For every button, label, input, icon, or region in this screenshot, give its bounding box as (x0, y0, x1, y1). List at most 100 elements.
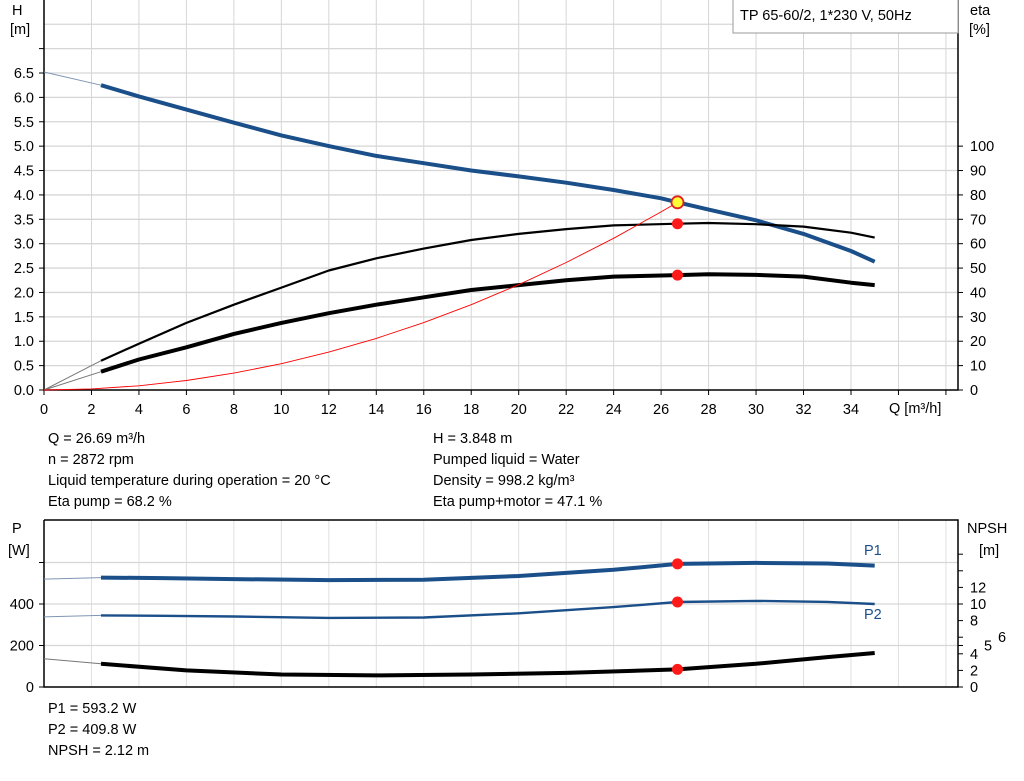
info-npsh: NPSH = 2.12 m (48, 743, 150, 759)
info-eta-pump: Eta pump = 68.2 % (48, 494, 172, 510)
h-tick-label: 4.5 (14, 164, 34, 180)
h-tick-label: 2.0 (14, 285, 34, 301)
x-tick-label: 2 (87, 402, 95, 418)
npsh-tick-label: 10 (970, 597, 986, 613)
eta-tick-label: 100 (970, 139, 994, 155)
npsh-axis-label: NPSH (967, 521, 1007, 537)
info-liquid: Pumped liquid = Water (433, 452, 580, 468)
x-tick-label: 16 (416, 402, 432, 418)
h-tick-label: 1.0 (14, 334, 34, 350)
p2-extrapolation (43, 614, 102, 618)
h-tick-label: 3.5 (14, 212, 34, 228)
h-tick-label: 0.0 (14, 383, 34, 399)
h-axis-label: H (12, 3, 22, 19)
info-q: Q = 26.69 m³/h (48, 431, 146, 447)
p2-duty-point (671, 596, 683, 608)
eta-axis-label: eta (970, 3, 991, 19)
info-density: Density = 998.2 kg/m³ (433, 473, 575, 489)
x-tick-label: 6 (182, 402, 190, 418)
eta-tick-label: 80 (970, 188, 986, 204)
x-tick-label: 32 (795, 402, 811, 418)
eta-pump-curve (100, 221, 875, 362)
q-axis-label: Q [m³/h] (889, 401, 941, 417)
eta-tick-label: 0 (970, 383, 978, 399)
chart-title: TP 65-60/2, 1*230 V, 50Hz (740, 8, 912, 24)
h-tick-label: 0.5 (14, 359, 34, 375)
p-axis-label: P (12, 521, 22, 537)
eta-tick-label: 40 (970, 285, 986, 301)
eta-axis-unit: [%] (969, 22, 990, 38)
eta-tick-label: 60 (970, 237, 986, 253)
h-curve (100, 83, 876, 264)
info-h: H = 3.848 m (433, 431, 513, 447)
x-tick-label: 0 (40, 402, 48, 418)
eta-tick-label: 50 (970, 261, 986, 277)
npsh-axis-unit: [m] (979, 543, 999, 559)
h-tick-label: 6.0 (14, 90, 34, 106)
x-tick-label: 12 (321, 402, 337, 418)
info-p1: P1 = 593.2 W (48, 701, 137, 717)
npsh-duty-point (671, 663, 683, 675)
x-tick-label: 30 (748, 402, 764, 418)
npsh-tick-label: 2 (970, 663, 978, 679)
eta-tick-label: 70 (970, 212, 986, 228)
eta-pump-motor-duty-point (671, 269, 683, 281)
x-tick-label: 26 (653, 402, 669, 418)
x-tick-label: 14 (368, 402, 384, 418)
p-tick-label: 400 (10, 597, 34, 613)
x-tick-label: 28 (701, 402, 717, 418)
legend-box: TP 65-60/2, 1*230 V, 50Hz (732, 0, 959, 34)
info-left: Q = 26.69 m³/h n = 2872 rpm Liquid tempe… (48, 429, 331, 513)
eta-tick-label: 30 (970, 310, 986, 326)
npsh-tick-label: 5 (984, 639, 992, 655)
eta-tick-label: 20 (970, 334, 986, 350)
eta-pump-motor-curve (100, 272, 875, 374)
npsh-tick-label: 4 (970, 647, 978, 663)
eta-tick-label: 90 (970, 164, 986, 180)
h-tick-label: 6.5 (14, 66, 34, 82)
info-bottom: P1 = 593.2 W P2 = 409.8 W NPSH = 2.12 m (48, 699, 149, 762)
h-tick-label: 2.5 (14, 261, 34, 277)
info-right: H = 3.848 m Pumped liquid = Water Densit… (433, 429, 602, 513)
p1-extrapolation (43, 577, 102, 580)
eta-tick-label: 10 (970, 359, 986, 375)
h-duty-point (670, 195, 685, 210)
x-tick-label: 20 (511, 402, 527, 418)
npsh-tick-label: 6 (998, 630, 1006, 646)
x-tick-label: 8 (230, 402, 238, 418)
h-tick-label: 4.0 (14, 188, 34, 204)
h-tick-label: 1.5 (14, 310, 34, 326)
eta-pump-duty-point (671, 218, 683, 230)
eta-pump-extrapolation (43, 360, 102, 391)
h-tick-label: 5.5 (14, 115, 34, 131)
h-tick-label: 3.0 (14, 237, 34, 253)
eta-pump-motor-extrapolation (43, 371, 102, 391)
npsh-curve (100, 651, 875, 678)
x-tick-label: 24 (606, 402, 622, 418)
p2-curve-label: P2 (864, 607, 882, 623)
p-tick-label: 0 (26, 680, 34, 696)
npsh-extrapolation (43, 658, 102, 665)
p-axis-unit: [W] (8, 543, 30, 559)
x-tick-label: 10 (273, 402, 289, 418)
p1-curve (100, 560, 875, 583)
info-n: n = 2872 rpm (48, 452, 134, 468)
p2-curve (100, 599, 875, 620)
h-extrapolation (43, 71, 102, 86)
x-tick-label: 4 (135, 402, 143, 418)
x-tick-label: 22 (558, 402, 574, 418)
x-tick-label: 34 (843, 402, 859, 418)
p1-curve-label: P1 (864, 543, 882, 559)
system-curve (43, 201, 678, 391)
npsh-tick-label: 8 (970, 614, 978, 630)
p1-duty-point (671, 558, 683, 570)
npsh-tick-label: 12 (970, 580, 986, 596)
p-tick-label: 200 (10, 639, 34, 655)
x-tick-label: 18 (463, 402, 479, 418)
info-eta-pump-motor: Eta pump+motor = 47.1 % (433, 494, 603, 510)
h-axis-unit: [m] (10, 22, 30, 38)
info-p2: P2 = 409.8 W (48, 722, 137, 738)
h-tick-label: 5.0 (14, 139, 34, 155)
